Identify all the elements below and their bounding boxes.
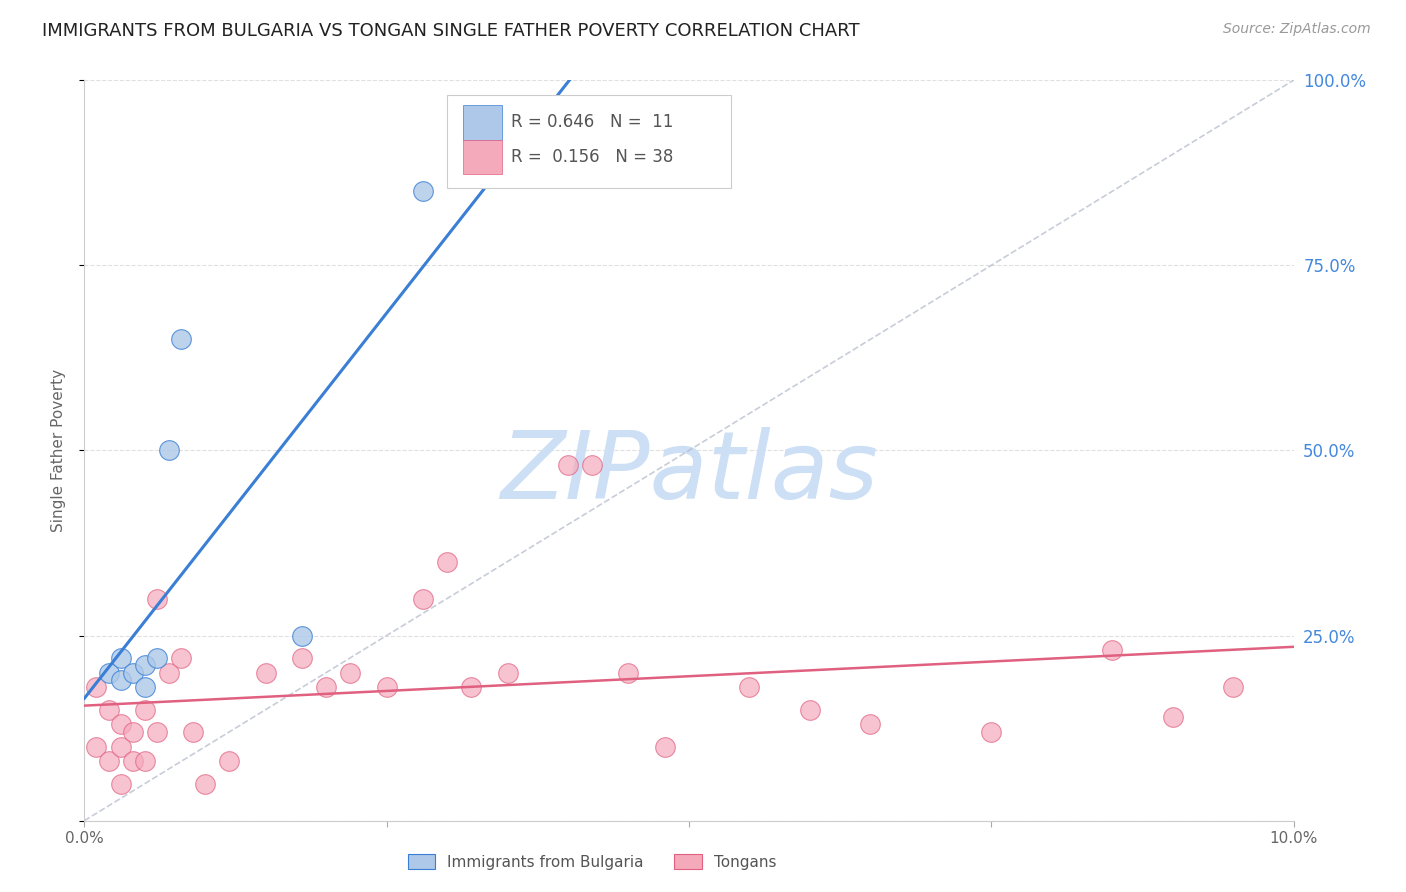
Point (315, 681, 337, 695)
Text: R =  0.156   N = 38: R = 0.156 N = 38 (512, 147, 673, 166)
Point (86, 681, 108, 695)
Point (146, 650, 169, 665)
Point (134, 703, 156, 717)
Point (97, 755, 120, 769)
Point (194, 776, 217, 791)
Point (1222, 681, 1244, 695)
Point (412, 184, 434, 198)
Point (110, 650, 132, 665)
Point (617, 665, 640, 680)
Y-axis label: Single Father Poverty: Single Father Poverty (51, 369, 66, 532)
Point (121, 755, 143, 769)
Point (134, 681, 156, 695)
Point (86, 739, 108, 754)
Point (121, 724, 143, 739)
Point (557, 458, 579, 473)
Point (581, 458, 603, 473)
Point (97, 665, 120, 680)
Legend: Immigrants from Bulgaria, Tongans: Immigrants from Bulgaria, Tongans (402, 847, 783, 876)
Point (170, 650, 193, 665)
Point (1161, 710, 1184, 724)
Point (291, 650, 314, 665)
Point (157, 665, 180, 680)
Point (412, 591, 434, 606)
Text: R = 0.646   N =  11: R = 0.646 N = 11 (512, 113, 673, 131)
Point (97, 703, 120, 717)
Point (654, 739, 676, 754)
Point (134, 658, 156, 673)
Text: Source: ZipAtlas.com: Source: ZipAtlas.com (1223, 22, 1371, 37)
Text: ZIPatlas: ZIPatlas (501, 427, 877, 518)
Point (339, 665, 361, 680)
Point (375, 681, 398, 695)
Point (799, 703, 821, 717)
Point (146, 724, 169, 739)
Point (460, 681, 482, 695)
Point (859, 717, 882, 731)
Point (110, 739, 132, 754)
Point (1101, 643, 1123, 657)
FancyBboxPatch shape (447, 95, 731, 187)
Point (218, 755, 240, 769)
Point (436, 555, 458, 569)
Point (181, 724, 204, 739)
Point (291, 628, 314, 642)
Point (980, 724, 1002, 739)
Point (254, 665, 277, 680)
Point (170, 332, 193, 346)
Point (146, 591, 169, 606)
Point (110, 776, 132, 791)
Point (134, 755, 156, 769)
Point (110, 717, 132, 731)
Point (110, 673, 132, 687)
FancyBboxPatch shape (463, 105, 502, 139)
Point (157, 443, 180, 458)
Point (121, 665, 143, 680)
FancyBboxPatch shape (463, 139, 502, 174)
Point (496, 665, 519, 680)
Point (738, 681, 761, 695)
Text: IMMIGRANTS FROM BULGARIA VS TONGAN SINGLE FATHER POVERTY CORRELATION CHART: IMMIGRANTS FROM BULGARIA VS TONGAN SINGL… (42, 22, 860, 40)
